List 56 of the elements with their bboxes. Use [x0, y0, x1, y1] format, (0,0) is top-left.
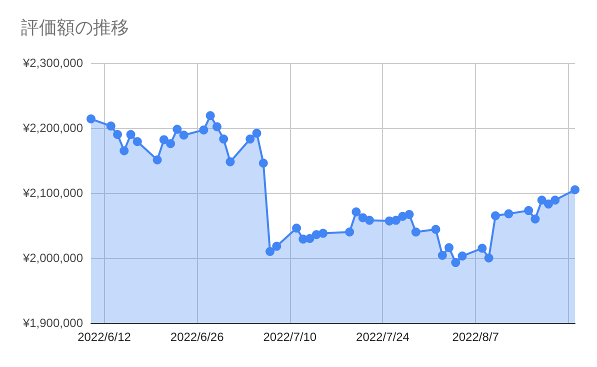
point — [272, 242, 282, 251]
chart-title: 評価額の推移 — [21, 18, 129, 38]
point — [152, 155, 162, 164]
point — [490, 211, 500, 220]
point — [166, 139, 176, 148]
point — [537, 196, 546, 205]
point — [544, 200, 553, 209]
point — [126, 130, 136, 139]
x-tick-label: 2022/8/7 — [452, 330, 500, 344]
point — [159, 135, 168, 144]
point — [305, 234, 314, 243]
point — [318, 228, 328, 238]
point — [364, 216, 374, 225]
point — [478, 244, 487, 253]
point — [212, 122, 222, 132]
point — [219, 134, 228, 144]
point — [504, 209, 514, 218]
x-tick-label: 2022/7/10 — [263, 330, 317, 344]
point — [113, 130, 122, 139]
point — [266, 247, 275, 256]
point — [132, 137, 142, 146]
point — [570, 185, 580, 194]
point — [252, 128, 262, 138]
point — [530, 214, 540, 224]
y-tick-label: ¥2,000,000 — [22, 251, 84, 265]
y-tick-label: ¥2,200,000 — [22, 121, 84, 135]
point — [444, 243, 454, 252]
point — [345, 228, 354, 236]
x-tick-label: 2022/6/26 — [170, 330, 224, 344]
point — [550, 196, 560, 205]
point — [451, 258, 460, 268]
x-tick-label: 2022/7/24 — [356, 330, 410, 344]
point — [199, 125, 208, 134]
y-tick-label: ¥2,300,000 — [22, 56, 84, 70]
point — [120, 146, 129, 156]
point — [106, 122, 116, 131]
y-tick-label: ¥1,900,000 — [22, 316, 84, 330]
point — [484, 254, 494, 262]
y-tick-label: ¥2,100,000 — [22, 186, 84, 200]
point — [179, 130, 188, 140]
point — [352, 207, 361, 216]
x-tick-label: 2022/6/12 — [78, 330, 132, 344]
point — [226, 157, 235, 166]
point — [438, 250, 447, 260]
point — [246, 134, 255, 144]
point — [86, 114, 96, 124]
point — [292, 224, 302, 233]
point — [391, 216, 400, 225]
point — [431, 224, 440, 234]
point — [258, 158, 268, 168]
point — [206, 111, 215, 120]
point — [172, 124, 182, 134]
point — [411, 228, 420, 236]
point — [524, 206, 534, 216]
point — [458, 252, 467, 261]
point — [404, 210, 414, 219]
